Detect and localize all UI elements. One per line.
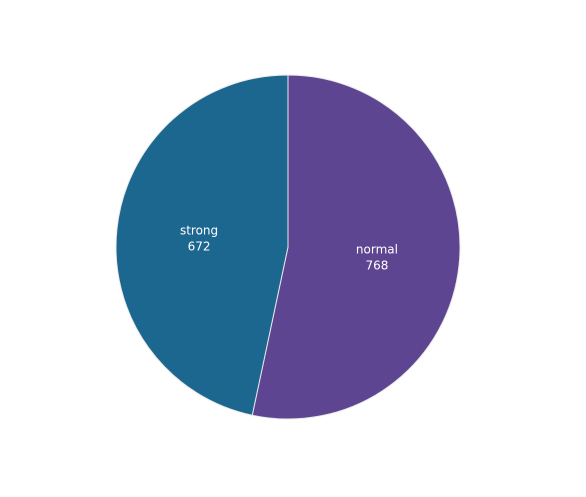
pie-slices [116, 75, 460, 419]
slice-label-name: strong [180, 224, 218, 238]
slice-label-name: normal [356, 242, 398, 256]
slice-label-value: 672 [188, 240, 211, 254]
slice-label-value: 768 [365, 258, 388, 272]
